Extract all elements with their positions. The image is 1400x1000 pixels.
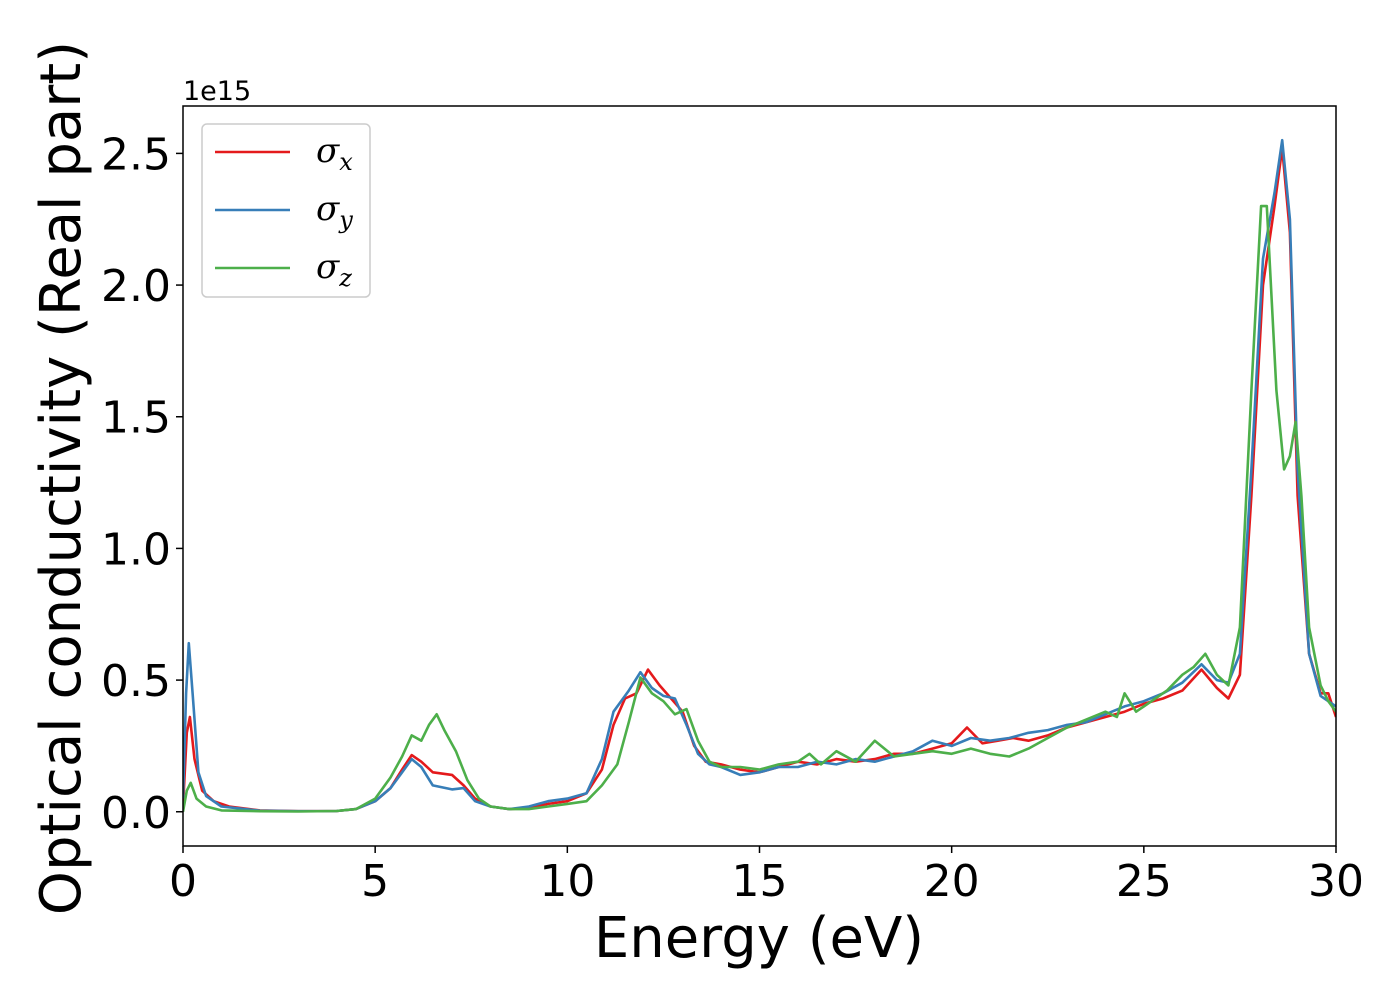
x-tick-label: 15	[732, 856, 788, 907]
y-offset-label: 1e15	[183, 76, 251, 107]
x-tick-label: 0	[169, 856, 197, 907]
y-tick-label: 0.5	[101, 656, 171, 707]
x-axis-ticks: 0 5 10 15 20 25 30	[169, 846, 1364, 907]
y-axis-ticks: 0.0 0.5 1.0 1.5 2.0 2.5	[101, 129, 183, 839]
series-line-y	[183, 138, 1336, 813]
y-tick-label: 0.0	[101, 788, 171, 839]
x-tick-label: 25	[1116, 856, 1172, 907]
y-axis-label: Optical conductivity (Real part)	[29, 41, 94, 915]
x-tick-label: 10	[539, 856, 595, 907]
y-tick-label: 1.5	[101, 393, 171, 444]
y-tick-label: 2.0	[101, 261, 171, 312]
x-axis-label: Energy (eV)	[594, 906, 924, 971]
x-tick-label: 20	[924, 856, 980, 907]
y-tick-label: 2.5	[101, 129, 171, 180]
series-line-z	[183, 204, 1336, 813]
y-tick-label: 1.0	[101, 524, 171, 575]
x-tick-label: 5	[361, 856, 389, 907]
x-tick-label: 30	[1308, 856, 1364, 907]
series-layer	[183, 138, 1336, 813]
